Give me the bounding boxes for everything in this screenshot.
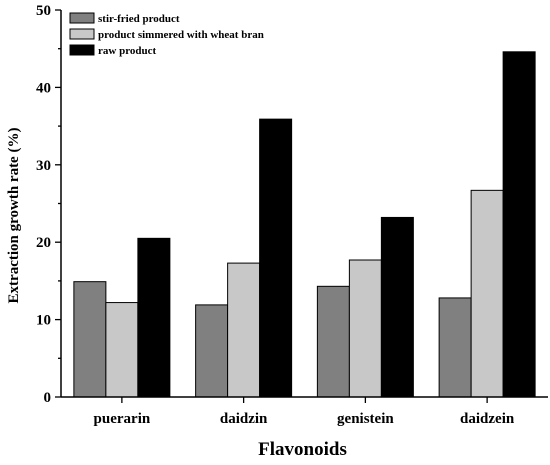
legend-swatch — [69, 28, 95, 40]
bar-stir-fried-product-genistein — [316, 285, 350, 398]
y-ticks: 0 10 20 30 40 50 — [36, 3, 61, 406]
legend-label: product simmered with wheat bran — [98, 29, 264, 41]
bar-product-simmered-with-wheat-bran-daidzin — [227, 262, 261, 398]
bar-stir-fried-product-daidzin — [195, 304, 229, 398]
bar-product-simmered-with-wheat-bran-genistein — [348, 259, 382, 398]
bar-raw-product-puerarin — [137, 237, 171, 398]
y-tick-label: 30 — [36, 158, 51, 174]
bars-layer — [73, 51, 536, 398]
y-axis-title: Extraction growth rate (%) — [6, 128, 22, 304]
bar-raw-product-daidzein — [502, 51, 536, 398]
y-tick-label: 0 — [44, 390, 52, 406]
x-axis-title: Flavonoids — [258, 439, 347, 460]
bar-stir-fried-product-daidzein — [438, 297, 472, 398]
y-tick-label: 20 — [36, 235, 51, 251]
x-tick-label: puerarin — [94, 411, 151, 427]
y-tick-label: 40 — [36, 80, 51, 96]
y-tick-label: 10 — [36, 313, 51, 329]
legend-swatch — [69, 12, 95, 24]
bar-stir-fried-product-puerarin — [73, 281, 107, 398]
legend-label: raw product — [98, 45, 156, 57]
legend-swatch — [69, 44, 95, 56]
legend-label: stir-fried product — [98, 13, 180, 25]
y-tick-label: 50 — [36, 3, 51, 19]
x-tick-label: daidzein — [460, 411, 515, 427]
x-tick-label: genistein — [337, 411, 394, 427]
legend: stir-fried product product simmered with … — [69, 12, 264, 57]
bar-raw-product-daidzin — [259, 118, 293, 398]
bar-raw-product-genistein — [380, 216, 414, 398]
bar-product-simmered-with-wheat-bran-daidzein — [470, 189, 504, 398]
bar-product-simmered-with-wheat-bran-puerarin — [105, 302, 139, 398]
x-tick-label: daidzin — [220, 411, 268, 427]
x-ticks: puerarin daidzin genistein daidzein — [94, 397, 515, 427]
